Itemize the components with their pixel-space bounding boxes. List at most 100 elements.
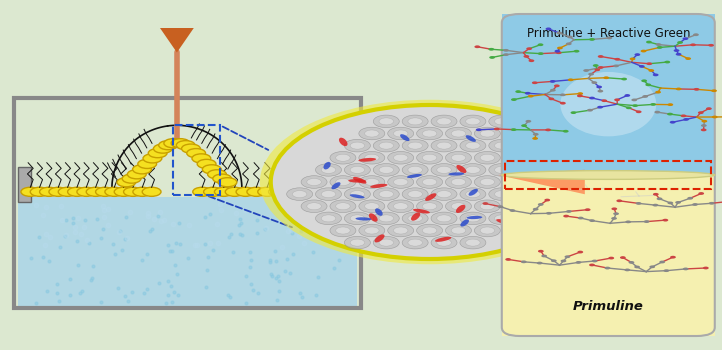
Circle shape xyxy=(687,197,693,199)
Point xyxy=(301,217,313,223)
Circle shape xyxy=(350,166,365,173)
Circle shape xyxy=(437,166,451,173)
Point xyxy=(69,229,80,235)
Point xyxy=(192,242,204,247)
Circle shape xyxy=(279,187,298,196)
Circle shape xyxy=(208,170,227,179)
Circle shape xyxy=(550,89,556,92)
Circle shape xyxy=(490,56,495,59)
Circle shape xyxy=(676,53,682,56)
Circle shape xyxy=(334,187,352,196)
Circle shape xyxy=(532,152,558,164)
Circle shape xyxy=(594,68,600,71)
Circle shape xyxy=(373,163,399,176)
Circle shape xyxy=(694,88,700,91)
Circle shape xyxy=(636,110,642,113)
Circle shape xyxy=(373,188,399,201)
Circle shape xyxy=(698,111,704,114)
Circle shape xyxy=(422,203,437,210)
Circle shape xyxy=(393,178,408,186)
Circle shape xyxy=(589,97,595,99)
Point xyxy=(56,217,68,223)
Circle shape xyxy=(510,128,516,131)
Circle shape xyxy=(613,64,619,67)
Point xyxy=(72,215,84,220)
Circle shape xyxy=(431,236,457,249)
Circle shape xyxy=(330,152,356,164)
Circle shape xyxy=(518,163,544,176)
Circle shape xyxy=(646,62,652,65)
Point xyxy=(162,243,174,248)
Point xyxy=(160,300,172,306)
Point xyxy=(189,243,201,248)
Point xyxy=(76,289,87,294)
Point xyxy=(42,288,53,293)
Circle shape xyxy=(545,128,551,131)
Circle shape xyxy=(379,215,393,222)
Ellipse shape xyxy=(339,138,347,146)
Circle shape xyxy=(148,149,167,158)
Point xyxy=(270,259,282,264)
Circle shape xyxy=(236,187,255,196)
Circle shape xyxy=(379,239,393,246)
Circle shape xyxy=(402,236,428,249)
Circle shape xyxy=(546,212,552,215)
Point xyxy=(307,250,318,255)
Point xyxy=(182,256,193,261)
Circle shape xyxy=(350,142,365,149)
Circle shape xyxy=(635,202,641,205)
Circle shape xyxy=(388,127,414,140)
Text: Primuline: Primuline xyxy=(573,300,644,314)
Circle shape xyxy=(445,152,471,164)
Point xyxy=(53,244,65,250)
Circle shape xyxy=(359,152,385,164)
Circle shape xyxy=(431,212,457,225)
Point xyxy=(168,289,180,295)
Point xyxy=(64,292,75,298)
Circle shape xyxy=(359,127,385,140)
Point xyxy=(244,249,256,254)
Circle shape xyxy=(701,128,707,131)
Circle shape xyxy=(598,55,604,58)
Circle shape xyxy=(466,191,480,198)
Point xyxy=(166,300,178,305)
Ellipse shape xyxy=(560,72,656,136)
Circle shape xyxy=(681,114,687,117)
Point xyxy=(52,281,64,286)
Circle shape xyxy=(21,187,40,196)
Circle shape xyxy=(437,239,451,246)
Circle shape xyxy=(495,191,509,198)
Point xyxy=(235,220,247,226)
Point xyxy=(152,213,164,219)
Circle shape xyxy=(133,187,152,196)
Circle shape xyxy=(560,93,566,96)
Point xyxy=(122,298,134,304)
Circle shape xyxy=(437,118,451,125)
Point xyxy=(282,229,294,234)
Point xyxy=(113,229,125,234)
Circle shape xyxy=(114,187,133,196)
Circle shape xyxy=(307,203,321,210)
Point xyxy=(155,209,166,215)
Point xyxy=(81,237,92,243)
Point xyxy=(169,262,180,268)
Circle shape xyxy=(575,261,581,264)
Bar xyxy=(502,14,715,175)
Circle shape xyxy=(510,209,516,212)
Circle shape xyxy=(655,91,661,93)
Circle shape xyxy=(489,139,515,152)
Point xyxy=(98,214,110,220)
Point xyxy=(102,223,113,228)
Circle shape xyxy=(489,115,515,128)
Circle shape xyxy=(422,154,437,161)
Circle shape xyxy=(373,236,399,249)
Point xyxy=(203,254,214,260)
Circle shape xyxy=(570,111,576,114)
Circle shape xyxy=(538,250,544,253)
Circle shape xyxy=(143,154,162,163)
Point xyxy=(199,241,211,247)
Circle shape xyxy=(350,191,365,198)
Point xyxy=(247,287,258,292)
Circle shape xyxy=(645,83,651,86)
Point xyxy=(153,280,165,285)
